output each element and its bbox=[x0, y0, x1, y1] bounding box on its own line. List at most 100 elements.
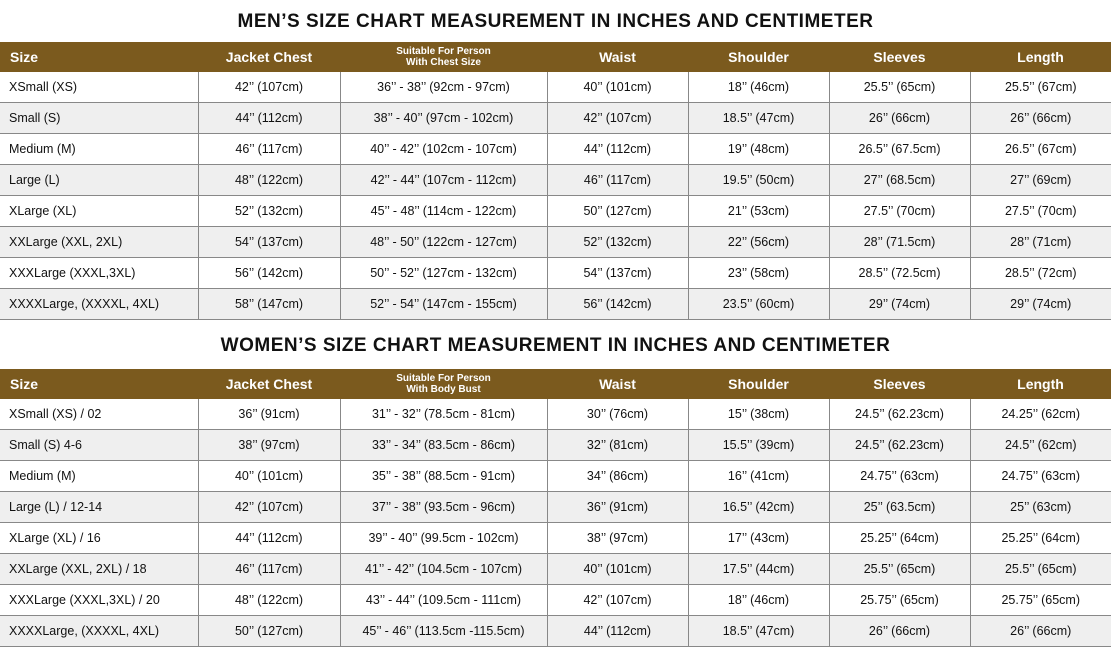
cell-shoulder: 18.5’’ (47cm) bbox=[687, 615, 830, 647]
cell-waist: 36’’ (91cm) bbox=[546, 491, 689, 523]
cell-suitable: 38’’ - 40’’ (97cm - 102cm) bbox=[339, 102, 548, 134]
cell-sleeves: 27.5’’ (70cm) bbox=[828, 195, 971, 227]
cell-waist: 30’’ (76cm) bbox=[546, 399, 689, 430]
cell-length: 28’’ (71cm) bbox=[969, 226, 1111, 258]
cell-length: 27’’ (69cm) bbox=[969, 164, 1111, 196]
cell-sleeves: 25.5’’ (65cm) bbox=[828, 553, 971, 585]
table-row: Small (S) 44’’ (112cm) 38’’ - 40’’ (97cm -… bbox=[0, 102, 1111, 134]
table-row: XSmall (XS) 42’’ (107cm) 36’’ - 38’’ (92cm… bbox=[0, 72, 1111, 103]
cell-sleeves: 25.25’’ (64cm) bbox=[828, 522, 971, 554]
cell-size: XSmall (XS) / 02 bbox=[0, 399, 199, 430]
cell-shoulder: 18.5’’ (47cm) bbox=[687, 102, 830, 134]
cell-sleeves: 24.5’’ (62.23cm) bbox=[828, 399, 971, 430]
header-sleeves: Sleeves bbox=[829, 369, 970, 399]
cell-length: 29’’ (74cm) bbox=[969, 288, 1111, 320]
cell-suitable: 42’’ - 44’’ (107cm - 112cm) bbox=[339, 164, 548, 196]
table-row: XXLarge (XXL, 2XL) 54’’ (137cm) 48’’ - 50’… bbox=[0, 226, 1111, 258]
header-sleeves: Sleeves bbox=[829, 42, 970, 72]
table-row: XXXLarge (XXXL,3XL) / 20 48’’ (122cm) 43’’… bbox=[0, 584, 1111, 616]
cell-size: XLarge (XL) bbox=[0, 195, 199, 227]
cell-length: 25.5’’ (67cm) bbox=[969, 72, 1111, 103]
table-row: XXLarge (XXL, 2XL) / 18 46’’ (117cm) 41’’ … bbox=[0, 553, 1111, 585]
header-suitable-line1: Suitable For Person bbox=[396, 46, 491, 57]
cell-length: 25.5’’ (65cm) bbox=[969, 553, 1111, 585]
cell-shoulder: 16.5’’ (42cm) bbox=[687, 491, 830, 523]
table-row: XXXXLarge, (XXXXL, 4XL) 58’’ (147cm) 52’’ … bbox=[0, 288, 1111, 320]
cell-waist: 46’’ (117cm) bbox=[546, 164, 689, 196]
cell-size: XXXLarge (XXXL,3XL) bbox=[0, 257, 199, 289]
cell-sleeves: 26’’ (66cm) bbox=[828, 615, 971, 647]
cell-length: 26.5’’ (67cm) bbox=[969, 133, 1111, 165]
cell-shoulder: 18’’ (46cm) bbox=[687, 72, 830, 103]
cell-waist: 34’’ (86cm) bbox=[546, 460, 689, 492]
header-jacket-chest: Jacket Chest bbox=[198, 369, 340, 399]
cell-waist: 44’’ (112cm) bbox=[546, 133, 689, 165]
cell-sleeves: 26.5’’ (67.5cm) bbox=[828, 133, 971, 165]
table-header-row: Size Jacket Chest Suitable For Person Wit… bbox=[0, 42, 1111, 72]
cell-jacket-chest: 46’’ (117cm) bbox=[197, 133, 341, 165]
cell-sleeves: 29’’ (74cm) bbox=[828, 288, 971, 320]
cell-sleeves: 25.75’’ (65cm) bbox=[828, 584, 971, 616]
cell-shoulder: 22’’ (56cm) bbox=[687, 226, 830, 258]
header-suitable: Suitable For Person With Chest Size bbox=[340, 42, 547, 72]
table-row: XLarge (XL) 52’’ (132cm) 45’’ - 48’’ (114c… bbox=[0, 195, 1111, 227]
cell-suitable: 33’’ - 34’’ (83.5cm - 86cm) bbox=[339, 429, 548, 461]
cell-size: XXXXLarge, (XXXXL, 4XL) bbox=[0, 288, 199, 320]
cell-size: Medium (M) bbox=[0, 133, 199, 165]
header-length: Length bbox=[970, 42, 1111, 72]
cell-jacket-chest: 40’’ (101cm) bbox=[197, 460, 341, 492]
cell-suitable: 40’’ - 42’’ (102cm - 107cm) bbox=[339, 133, 548, 165]
cell-sleeves: 24.75’’ (63cm) bbox=[828, 460, 971, 492]
cell-size: XLarge (XL) / 16 bbox=[0, 522, 199, 554]
table-row: XSmall (XS) / 02 36’’ (91cm) 31’’ - 32’’ (… bbox=[0, 399, 1111, 430]
cell-sleeves: 27’’ (68.5cm) bbox=[828, 164, 971, 196]
header-waist: Waist bbox=[547, 42, 688, 72]
cell-sleeves: 25’’ (63.5cm) bbox=[828, 491, 971, 523]
cell-jacket-chest: 50’’ (127cm) bbox=[197, 615, 341, 647]
cell-shoulder: 23’’ (58cm) bbox=[687, 257, 830, 289]
table-row: XLarge (XL) / 16 44’’ (112cm) 39’’ - 40’’ … bbox=[0, 522, 1111, 554]
cell-suitable: 45’’ - 46’’ (113.5cm -115.5cm) bbox=[339, 615, 548, 647]
cell-waist: 38’’ (97cm) bbox=[546, 522, 689, 554]
mens-chart-title: MEN’S SIZE CHART MEASUREMENT IN INCHES A… bbox=[237, 11, 874, 32]
cell-sleeves: 25.5’’ (65cm) bbox=[828, 72, 971, 103]
cell-suitable: 48’’ - 50’’ (122cm - 127cm) bbox=[339, 226, 548, 258]
cell-shoulder: 15’’ (38cm) bbox=[687, 399, 830, 430]
cell-sleeves: 28’’ (71.5cm) bbox=[828, 226, 971, 258]
cell-length: 28.5’’ (72cm) bbox=[969, 257, 1111, 289]
womens-chart-title: WOMEN’S SIZE CHART MEASUREMENT IN INCHES… bbox=[220, 335, 891, 356]
cell-size: XXLarge (XXL, 2XL) bbox=[0, 226, 199, 258]
cell-shoulder: 17.5’’ (44cm) bbox=[687, 553, 830, 585]
cell-length: 27.5’’ (70cm) bbox=[969, 195, 1111, 227]
header-suitable: Suitable For Person With Body Bust bbox=[340, 369, 547, 399]
table-row: Large (L) 48’’ (122cm) 42’’ - 44’’ (107cm … bbox=[0, 164, 1111, 196]
cell-shoulder: 18’’ (46cm) bbox=[687, 584, 830, 616]
header-shoulder: Shoulder bbox=[688, 42, 829, 72]
header-size: Size bbox=[0, 42, 198, 72]
cell-size: Small (S) 4-6 bbox=[0, 429, 199, 461]
header-suitable-line2: With Chest Size bbox=[406, 57, 481, 68]
cell-suitable: 31’’ - 32’’ (78.5cm - 81cm) bbox=[339, 399, 548, 430]
cell-length: 25’’ (63cm) bbox=[969, 491, 1111, 523]
cell-size: XSmall (XS) bbox=[0, 72, 199, 103]
cell-waist: 32’’ (81cm) bbox=[546, 429, 689, 461]
cell-jacket-chest: 36’’ (91cm) bbox=[197, 399, 341, 430]
cell-waist: 42’’ (107cm) bbox=[546, 584, 689, 616]
cell-suitable: 39’’ - 40’’ (99.5cm - 102cm) bbox=[339, 522, 548, 554]
cell-jacket-chest: 58’’ (147cm) bbox=[197, 288, 341, 320]
cell-waist: 40’’ (101cm) bbox=[546, 553, 689, 585]
cell-size: XXLarge (XXL, 2XL) / 18 bbox=[0, 553, 199, 585]
cell-length: 24.25’’ (62cm) bbox=[969, 399, 1111, 430]
table-row: Medium (M) 46’’ (117cm) 40’’ - 42’’ (102cm… bbox=[0, 133, 1111, 165]
cell-suitable: 35’’ - 38’’ (88.5cm - 91cm) bbox=[339, 460, 548, 492]
table-row: XXXXLarge, (XXXXL, 4XL) 50’’ (127cm) 45’’ … bbox=[0, 615, 1111, 647]
cell-jacket-chest: 42’’ (107cm) bbox=[197, 72, 341, 103]
table-header-row: Size Jacket Chest Suitable For Person Wit… bbox=[0, 369, 1111, 399]
cell-size: XXXXLarge, (XXXXL, 4XL) bbox=[0, 615, 199, 647]
cell-shoulder: 15.5’’ (39cm) bbox=[687, 429, 830, 461]
cell-size: Large (L) bbox=[0, 164, 199, 196]
cell-waist: 56’’ (142cm) bbox=[546, 288, 689, 320]
womens-size-table: Size Jacket Chest Suitable For Person Wit… bbox=[0, 369, 1111, 647]
cell-suitable: 52’’ - 54’’ (147cm - 155cm) bbox=[339, 288, 548, 320]
cell-jacket-chest: 46’’ (117cm) bbox=[197, 553, 341, 585]
